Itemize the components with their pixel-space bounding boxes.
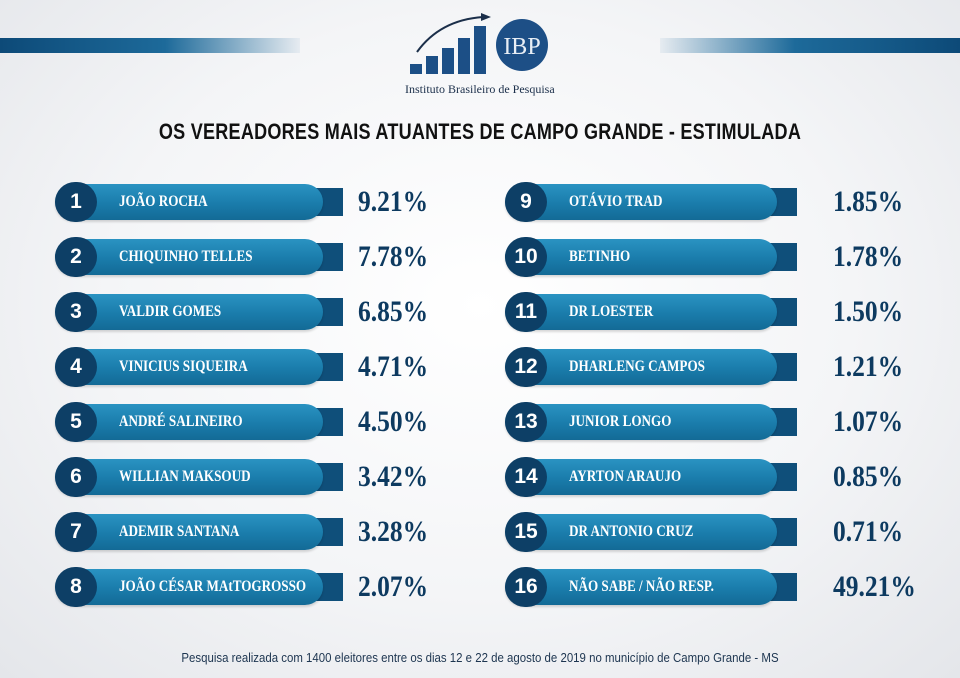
row-pill xyxy=(55,184,323,220)
logo-name: Instituto Brasileiro de Pesquisa xyxy=(405,82,555,96)
candidate-name: JOÃO ROCHA xyxy=(119,193,208,210)
row-pill xyxy=(505,459,777,495)
row-pill xyxy=(55,514,323,550)
row-pill xyxy=(505,184,777,220)
table-row: 12 DHARLENG CAMPOS 1.21% xyxy=(505,347,905,387)
candidate-name: ANDRÉ SALINEIRO xyxy=(119,413,243,430)
candidate-name: OTÁVIO TRAD xyxy=(569,193,663,210)
candidate-name: VINICIUS SIQUEIRA xyxy=(119,358,248,375)
footer-note: Pesquisa realizada com 1400 eleitores en… xyxy=(181,650,779,665)
row-pill xyxy=(55,569,323,605)
candidate-name: NÃO SABE / NÃO RESP. xyxy=(569,578,714,595)
candidate-name: VALDIR GOMES xyxy=(119,303,222,320)
row-pill xyxy=(55,239,323,275)
percent-value: 6.85% xyxy=(358,295,429,328)
percent-value: 7.78% xyxy=(358,240,429,273)
candidate-name: AYRTON ARAUJO xyxy=(569,468,682,485)
row-pill xyxy=(505,514,777,550)
table-row: 4 VINICIUS SIQUEIRA 4.71% xyxy=(55,347,455,387)
row-pill xyxy=(505,569,777,605)
row-pill xyxy=(55,459,323,495)
rank-badge: 10 xyxy=(505,237,547,277)
table-row: 14 AYRTON ARAUJO 0.85% xyxy=(505,457,905,497)
percent-value: 0.85% xyxy=(833,460,904,493)
percent-value: 4.71% xyxy=(358,350,429,383)
percent-value: 4.50% xyxy=(358,405,429,438)
candidate-name: DHARLENG CAMPOS xyxy=(569,358,705,375)
percent-value: 3.42% xyxy=(358,460,429,493)
row-pill xyxy=(505,294,777,330)
rank-badge: 7 xyxy=(55,512,97,552)
percent-value: 1.78% xyxy=(833,240,904,273)
rank-badge: 2 xyxy=(55,237,97,277)
candidate-name: ADEMIR SANTANA xyxy=(119,523,240,540)
table-row: 3 VALDIR GOMES 6.85% xyxy=(55,292,455,332)
table-row: 6 WILLIAN MAKSOUD 3.42% xyxy=(55,457,455,497)
percent-value: 1.85% xyxy=(833,185,904,218)
row-pill xyxy=(505,404,777,440)
row-pill xyxy=(505,349,777,385)
rank-badge: 9 xyxy=(505,182,547,222)
rank-badge: 12 xyxy=(505,347,547,387)
table-row: 7 ADEMIR SANTANA 3.28% xyxy=(55,512,455,552)
row-pill xyxy=(505,239,777,275)
table-row: 11 DR LOESTER 1.50% xyxy=(505,292,905,332)
rank-badge: 11 xyxy=(505,292,547,332)
percent-value: 1.07% xyxy=(833,405,904,438)
percent-value: 1.50% xyxy=(833,295,904,328)
rank-badge: 8 xyxy=(55,567,97,607)
rank-badge: 16 xyxy=(505,567,547,607)
candidate-name: DR ANTONIO CRUZ xyxy=(569,523,694,540)
row-pill xyxy=(55,294,323,330)
table-row: 5 ANDRÉ SALINEIRO 4.50% xyxy=(55,402,455,442)
ibp-logo: IBP Instituto Brasileiro de Pesquisa xyxy=(405,12,555,102)
page-title: OS VEREADORES MAIS ATUANTES DE CAMPO GRA… xyxy=(158,119,802,144)
percent-value: 0.71% xyxy=(833,515,904,548)
rank-badge: 15 xyxy=(505,512,547,552)
table-row: 1 JOÃO ROCHA 9.21% xyxy=(55,182,455,222)
svg-text:IBP: IBP xyxy=(503,34,540,60)
table-row: 8 JOÃO CÉSAR MAtTOGROSSO 2.07% xyxy=(55,567,455,607)
table-row: 9 OTÁVIO TRAD 1.85% xyxy=(505,182,905,222)
percent-value: 2.07% xyxy=(358,570,429,603)
rank-badge: 6 xyxy=(55,457,97,497)
rank-badge: 1 xyxy=(55,182,97,222)
candidate-name: CHIQUINHO TELLES xyxy=(119,248,253,265)
rank-badge: 13 xyxy=(505,402,547,442)
candidate-name: DR LOESTER xyxy=(569,303,654,320)
table-row: 13 JUNIOR LONGO 1.07% xyxy=(505,402,905,442)
percent-value: 9.21% xyxy=(358,185,429,218)
row-pill xyxy=(55,404,323,440)
candidate-name: JUNIOR LONGO xyxy=(569,413,672,430)
percent-value: 49.21% xyxy=(833,570,916,603)
candidate-name: JOÃO CÉSAR MAtTOGROSSO xyxy=(119,578,307,595)
rank-badge: 5 xyxy=(55,402,97,442)
table-row: 2 CHIQUINHO TELLES 7.78% xyxy=(55,237,455,277)
decorative-bar-right xyxy=(660,38,960,53)
rank-badge: 3 xyxy=(55,292,97,332)
table-row: 15 DR ANTONIO CRUZ 0.71% xyxy=(505,512,905,552)
bar-chart-logo-icon: IBP xyxy=(410,13,548,74)
row-pill xyxy=(55,349,323,385)
percent-value: 3.28% xyxy=(358,515,429,548)
table-row: 16 NÃO SABE / NÃO RESP. 49.21% xyxy=(505,567,916,607)
rank-badge: 4 xyxy=(55,347,97,387)
table-row: 10 BETINHO 1.78% xyxy=(505,237,905,277)
decorative-bar-left xyxy=(0,38,300,53)
rank-badge: 14 xyxy=(505,457,547,497)
candidate-name: WILLIAN MAKSOUD xyxy=(119,468,251,485)
percent-value: 1.21% xyxy=(833,350,904,383)
candidate-name: BETINHO xyxy=(569,248,631,265)
